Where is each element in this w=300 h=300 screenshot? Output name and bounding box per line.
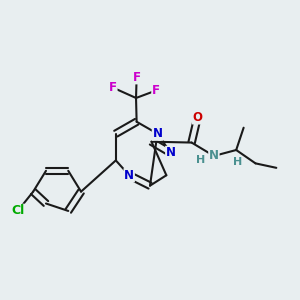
Text: H: H <box>196 155 205 165</box>
Text: N: N <box>209 149 219 162</box>
Text: N: N <box>124 169 134 182</box>
Text: H: H <box>233 157 242 167</box>
Text: N: N <box>166 146 176 160</box>
Text: F: F <box>109 81 117 94</box>
Text: F: F <box>133 71 141 84</box>
Text: Cl: Cl <box>11 204 24 218</box>
Text: F: F <box>152 84 160 97</box>
Text: O: O <box>193 111 202 124</box>
Text: N: N <box>152 127 162 140</box>
